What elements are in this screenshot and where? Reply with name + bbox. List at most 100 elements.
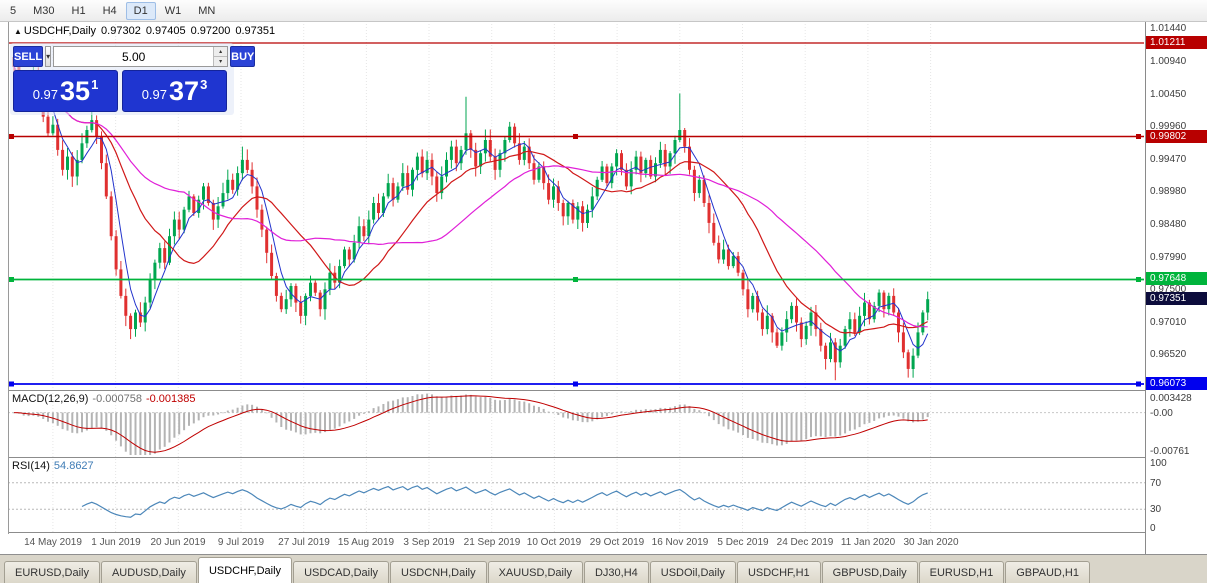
timeframe-button-m30[interactable]: M30 [33,4,55,17]
chart-tab-xauusd-daily[interactable]: XAUUSD,Daily [487,561,583,583]
grid-lines [52,24,932,532]
price-axis-tick: 1.00940 [1150,56,1187,67]
date-axis-label: 24 Dec 2019 [776,537,834,548]
rsi-axis-label: 0 [1150,523,1156,534]
chart-tab-usdoil-daily[interactable]: USDOil,Daily [649,561,736,583]
level-price-label: 0.96073 [1146,377,1207,390]
level-line-handle [573,134,578,139]
ohlc-low: 0.97200 [190,25,231,37]
level-price-label: 1.01211 [1146,36,1207,49]
date-axis-label: 30 Jan 2020 [903,537,959,548]
timeframe-button-d1[interactable]: D1 [125,1,156,20]
spin-up-icon[interactable]: ▴ [214,47,228,57]
level-line-handle [573,381,578,387]
price-axis-tick: 0.97500 [1150,284,1187,295]
chart-tab-eurusd-daily[interactable]: EURUSD,Daily [4,561,100,583]
current-price-label: 0.97351 [1146,292,1207,305]
macd-indicator-label: MACD(12,26,9) -0.000758 -0.001385 [12,393,196,405]
macd-axis-label: -0.00 [1150,408,1173,419]
level-line-handle [1136,277,1141,282]
level-line-handle [1136,134,1141,139]
chart-tab-usdchf-h1[interactable]: USDCHF,H1 [736,561,821,583]
rsi-name: RSI(14) [12,460,50,472]
ma-slow-line [13,66,928,328]
buy-button[interactable]: BUY [230,46,256,67]
volume-dropdown-button[interactable]: ▾ [45,46,52,67]
date-axis-label: 9 Jul 2019 [217,537,265,548]
sell-price-prefix: 0.97 [32,86,59,102]
ma-fast-line [13,66,929,352]
chevron-down-icon: ▾ [46,52,51,61]
chart-tabs-bar: EURUSD,Daily AUDUSD,Daily USDCHF,Daily USDC… [0,554,1207,583]
price-axis-tick: 0.98980 [1150,186,1187,197]
level-price-label: 0.97648 [1146,272,1207,285]
price-axis-tick: 0.98480 [1150,219,1187,230]
spin-down-icon[interactable]: ▾ [214,57,228,66]
ohlc-close: 0.97351 [235,25,276,37]
price-axis: 1.01440 1.00940 1.00450 0.99960 0.99470 0.989… [1145,22,1207,554]
macd-signal-value: -0.001385 [145,393,196,405]
sell-price-box[interactable]: 0.97 35 1 [13,70,118,112]
date-axis-label: 5 Dec 2019 [717,537,769,548]
chart-tab-usdchf-daily[interactable]: USDCHF,Daily [197,557,293,583]
price-axis-tick: 0.97990 [1150,252,1187,263]
volume-stepper: ▴ ▾ [213,47,228,66]
price-axis-tick: 1.00450 [1150,89,1187,100]
chart-tab-dj30-h4[interactable]: DJ30,H4 [583,561,649,583]
buy-price-point: 3 [200,76,208,92]
price-axis-tick: 0.99470 [1150,154,1187,165]
sell-price-point: 1 [91,76,99,92]
date-axis-label: 21 Sep 2019 [463,537,521,548]
chart-title-marker-icon: ▲ [14,27,22,36]
chart-canvas[interactable] [8,22,1145,554]
rsi-indicator-label: RSI(14) 54.8627 [12,460,94,472]
volume-field-wrap: ▴ ▾ [53,46,229,67]
chart-symbol-label: USDCHF,Daily [23,25,97,37]
timeframe-button-w1[interactable]: W1 [164,4,182,17]
buy-price-pips: 37 [169,75,200,106]
ma-mid-line [13,66,928,335]
date-axis-label: 1 Jun 2019 [91,537,141,548]
date-axis-label: 11 Jan 2020 [840,537,896,548]
rsi-axis-label: 30 [1150,504,1162,515]
date-axis-label: 3 Sep 2019 [403,537,455,548]
rsi-line [81,485,928,518]
chart-tab-eurusd-h1[interactable]: EURUSD,H1 [918,561,1005,583]
chart-tab-usdcnh-daily[interactable]: USDCNH,Daily [390,561,487,583]
timeframe-button-mn[interactable]: MN [198,4,216,17]
price-axis-tick: 1.01440 [1150,23,1187,34]
chart-tab-gbpaud-h1[interactable]: GBPAUD,H1 [1005,561,1090,583]
macd-axis-label: 0.003428 [1150,393,1192,404]
buy-price-box[interactable]: 0.97 37 3 [122,70,227,112]
one-click-trading-panel: SELL ▾ ▴ ▾ BUY 0.97 35 1 [10,43,256,115]
macd-name: MACD(12,26,9) [12,393,89,405]
date-axis-label: 29 Oct 2019 [589,537,645,548]
price-axis-tick: 0.99960 [1150,121,1187,132]
chart-tab-audusd-daily[interactable]: AUDUSD,Daily [100,561,197,583]
rsi-value: 54.8627 [53,460,94,472]
timeframe-toolbar: 5 M30 H1 H4 D1 W1 MN [0,0,1207,22]
chart-area: ▲ USDCHF,Daily 0.97302 0.97405 0.97200 0.9735… [0,22,1207,554]
ohlc-open: 0.97302 [101,25,141,37]
date-axis-label: 27 Jul 2019 [278,537,330,548]
ohlc-high: 0.97405 [145,25,186,37]
price-axis-tick: 0.97010 [1150,317,1187,328]
date-axis-label: 16 Nov 2019 [651,537,709,548]
timeframe-button-5[interactable]: 5 [10,4,17,17]
price-axis-tick: 0.96520 [1150,349,1187,360]
level-price-label: 0.99802 [1146,130,1207,143]
rsi-axis-label: 70 [1150,478,1162,489]
chart-tab-usdcad-daily[interactable]: USDCAD,Daily [293,561,390,583]
date-axis-label: 14 May 2019 [24,537,82,548]
chart-canvas-wrap[interactable] [8,22,1145,554]
sell-button[interactable]: SELL [13,46,44,67]
volume-input[interactable] [54,47,214,66]
level-line-handle [1136,381,1141,387]
chart-tab-gbpusd-daily[interactable]: GBPUSD,Daily [821,561,918,583]
buy-price-prefix: 0.97 [141,86,168,102]
date-axis-label: 20 Jun 2019 [150,537,206,548]
timeframe-button-h1[interactable]: H1 [71,4,86,17]
macd-main-value: -0.000758 [92,393,142,405]
timeframe-button-h4[interactable]: H4 [102,4,117,17]
